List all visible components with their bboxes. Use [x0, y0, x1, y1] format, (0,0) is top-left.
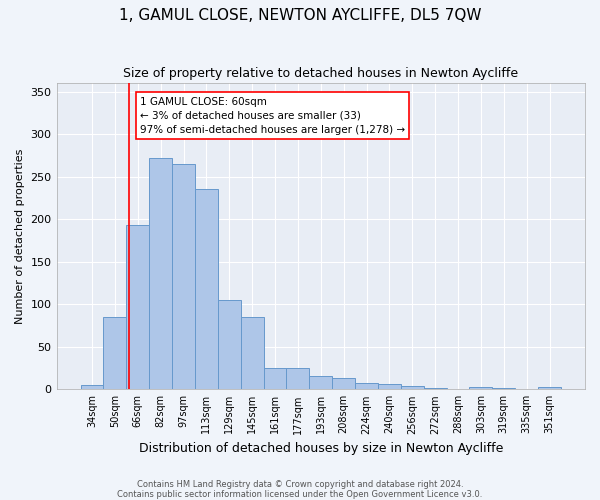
Bar	[493, 388, 515, 390]
Bar	[378, 384, 401, 390]
Title: Size of property relative to detached houses in Newton Aycliffe: Size of property relative to detached ho…	[123, 68, 518, 80]
Bar	[424, 388, 446, 390]
Bar	[332, 378, 355, 390]
Bar	[127, 225, 149, 390]
Bar	[401, 386, 424, 390]
Bar	[355, 384, 378, 390]
Text: Contains HM Land Registry data © Crown copyright and database right 2024.
Contai: Contains HM Land Registry data © Crown c…	[118, 480, 482, 499]
Bar	[263, 368, 286, 390]
Bar	[538, 387, 561, 390]
Bar	[286, 368, 310, 390]
X-axis label: Distribution of detached houses by size in Newton Aycliffe: Distribution of detached houses by size …	[139, 442, 503, 455]
Bar	[103, 317, 127, 390]
Text: 1 GAMUL CLOSE: 60sqm
← 3% of detached houses are smaller (33)
97% of semi-detach: 1 GAMUL CLOSE: 60sqm ← 3% of detached ho…	[140, 96, 405, 134]
Text: 1, GAMUL CLOSE, NEWTON AYCLIFFE, DL5 7QW: 1, GAMUL CLOSE, NEWTON AYCLIFFE, DL5 7QW	[119, 8, 481, 22]
Bar	[195, 190, 218, 390]
Bar	[310, 376, 332, 390]
Bar	[172, 164, 195, 390]
Bar	[80, 385, 103, 390]
Bar	[149, 158, 172, 390]
Bar	[241, 317, 263, 390]
Bar	[218, 300, 241, 390]
Bar	[469, 387, 493, 390]
Y-axis label: Number of detached properties: Number of detached properties	[15, 148, 25, 324]
